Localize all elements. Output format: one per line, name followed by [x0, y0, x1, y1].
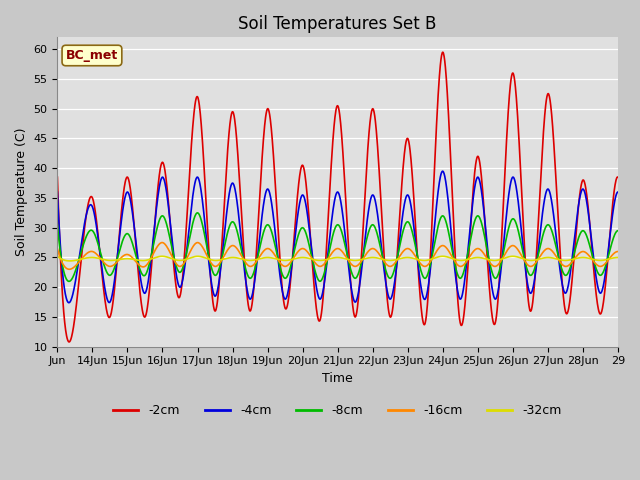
- Line: -8cm: -8cm: [58, 213, 640, 287]
- -16cm: [344, 256, 351, 262]
- -16cm: [360, 254, 368, 260]
- -8cm: [344, 254, 351, 260]
- Line: -4cm: -4cm: [58, 171, 640, 307]
- Legend: -2cm, -4cm, -8cm, -16cm, -32cm: -2cm, -4cm, -8cm, -16cm, -32cm: [108, 399, 567, 422]
- -8cm: [360, 247, 368, 252]
- -32cm: [550, 255, 557, 261]
- -2cm: [54, 174, 61, 180]
- -2cm: [550, 146, 558, 152]
- -4cm: [360, 246, 368, 252]
- -4cm: [550, 217, 558, 223]
- Y-axis label: Soil Temperature (C): Soil Temperature (C): [15, 128, 28, 256]
- -4cm: [86, 203, 93, 208]
- -4cm: [54, 189, 61, 195]
- -2cm: [360, 209, 368, 215]
- -2cm: [344, 225, 351, 231]
- -8cm: [194, 210, 202, 216]
- -8cm: [550, 236, 558, 242]
- Line: -16cm: -16cm: [58, 242, 640, 271]
- -2cm: [439, 49, 447, 55]
- -32cm: [344, 256, 351, 262]
- Line: -32cm: -32cm: [58, 256, 640, 262]
- -32cm: [360, 256, 368, 262]
- Title: Soil Temperatures Set B: Soil Temperatures Set B: [239, 15, 437, 33]
- -16cm: [158, 240, 166, 245]
- -4cm: [344, 252, 351, 258]
- -32cm: [86, 255, 93, 261]
- -4cm: [438, 168, 446, 174]
- -16cm: [54, 246, 61, 252]
- -8cm: [86, 228, 93, 234]
- X-axis label: Time: Time: [323, 372, 353, 385]
- -16cm: [550, 251, 558, 256]
- -16cm: [86, 249, 93, 255]
- Text: BC_met: BC_met: [66, 49, 118, 62]
- -2cm: [86, 196, 93, 202]
- Line: -2cm: -2cm: [58, 52, 640, 366]
- -8cm: [54, 222, 61, 228]
- -32cm: [54, 253, 61, 259]
